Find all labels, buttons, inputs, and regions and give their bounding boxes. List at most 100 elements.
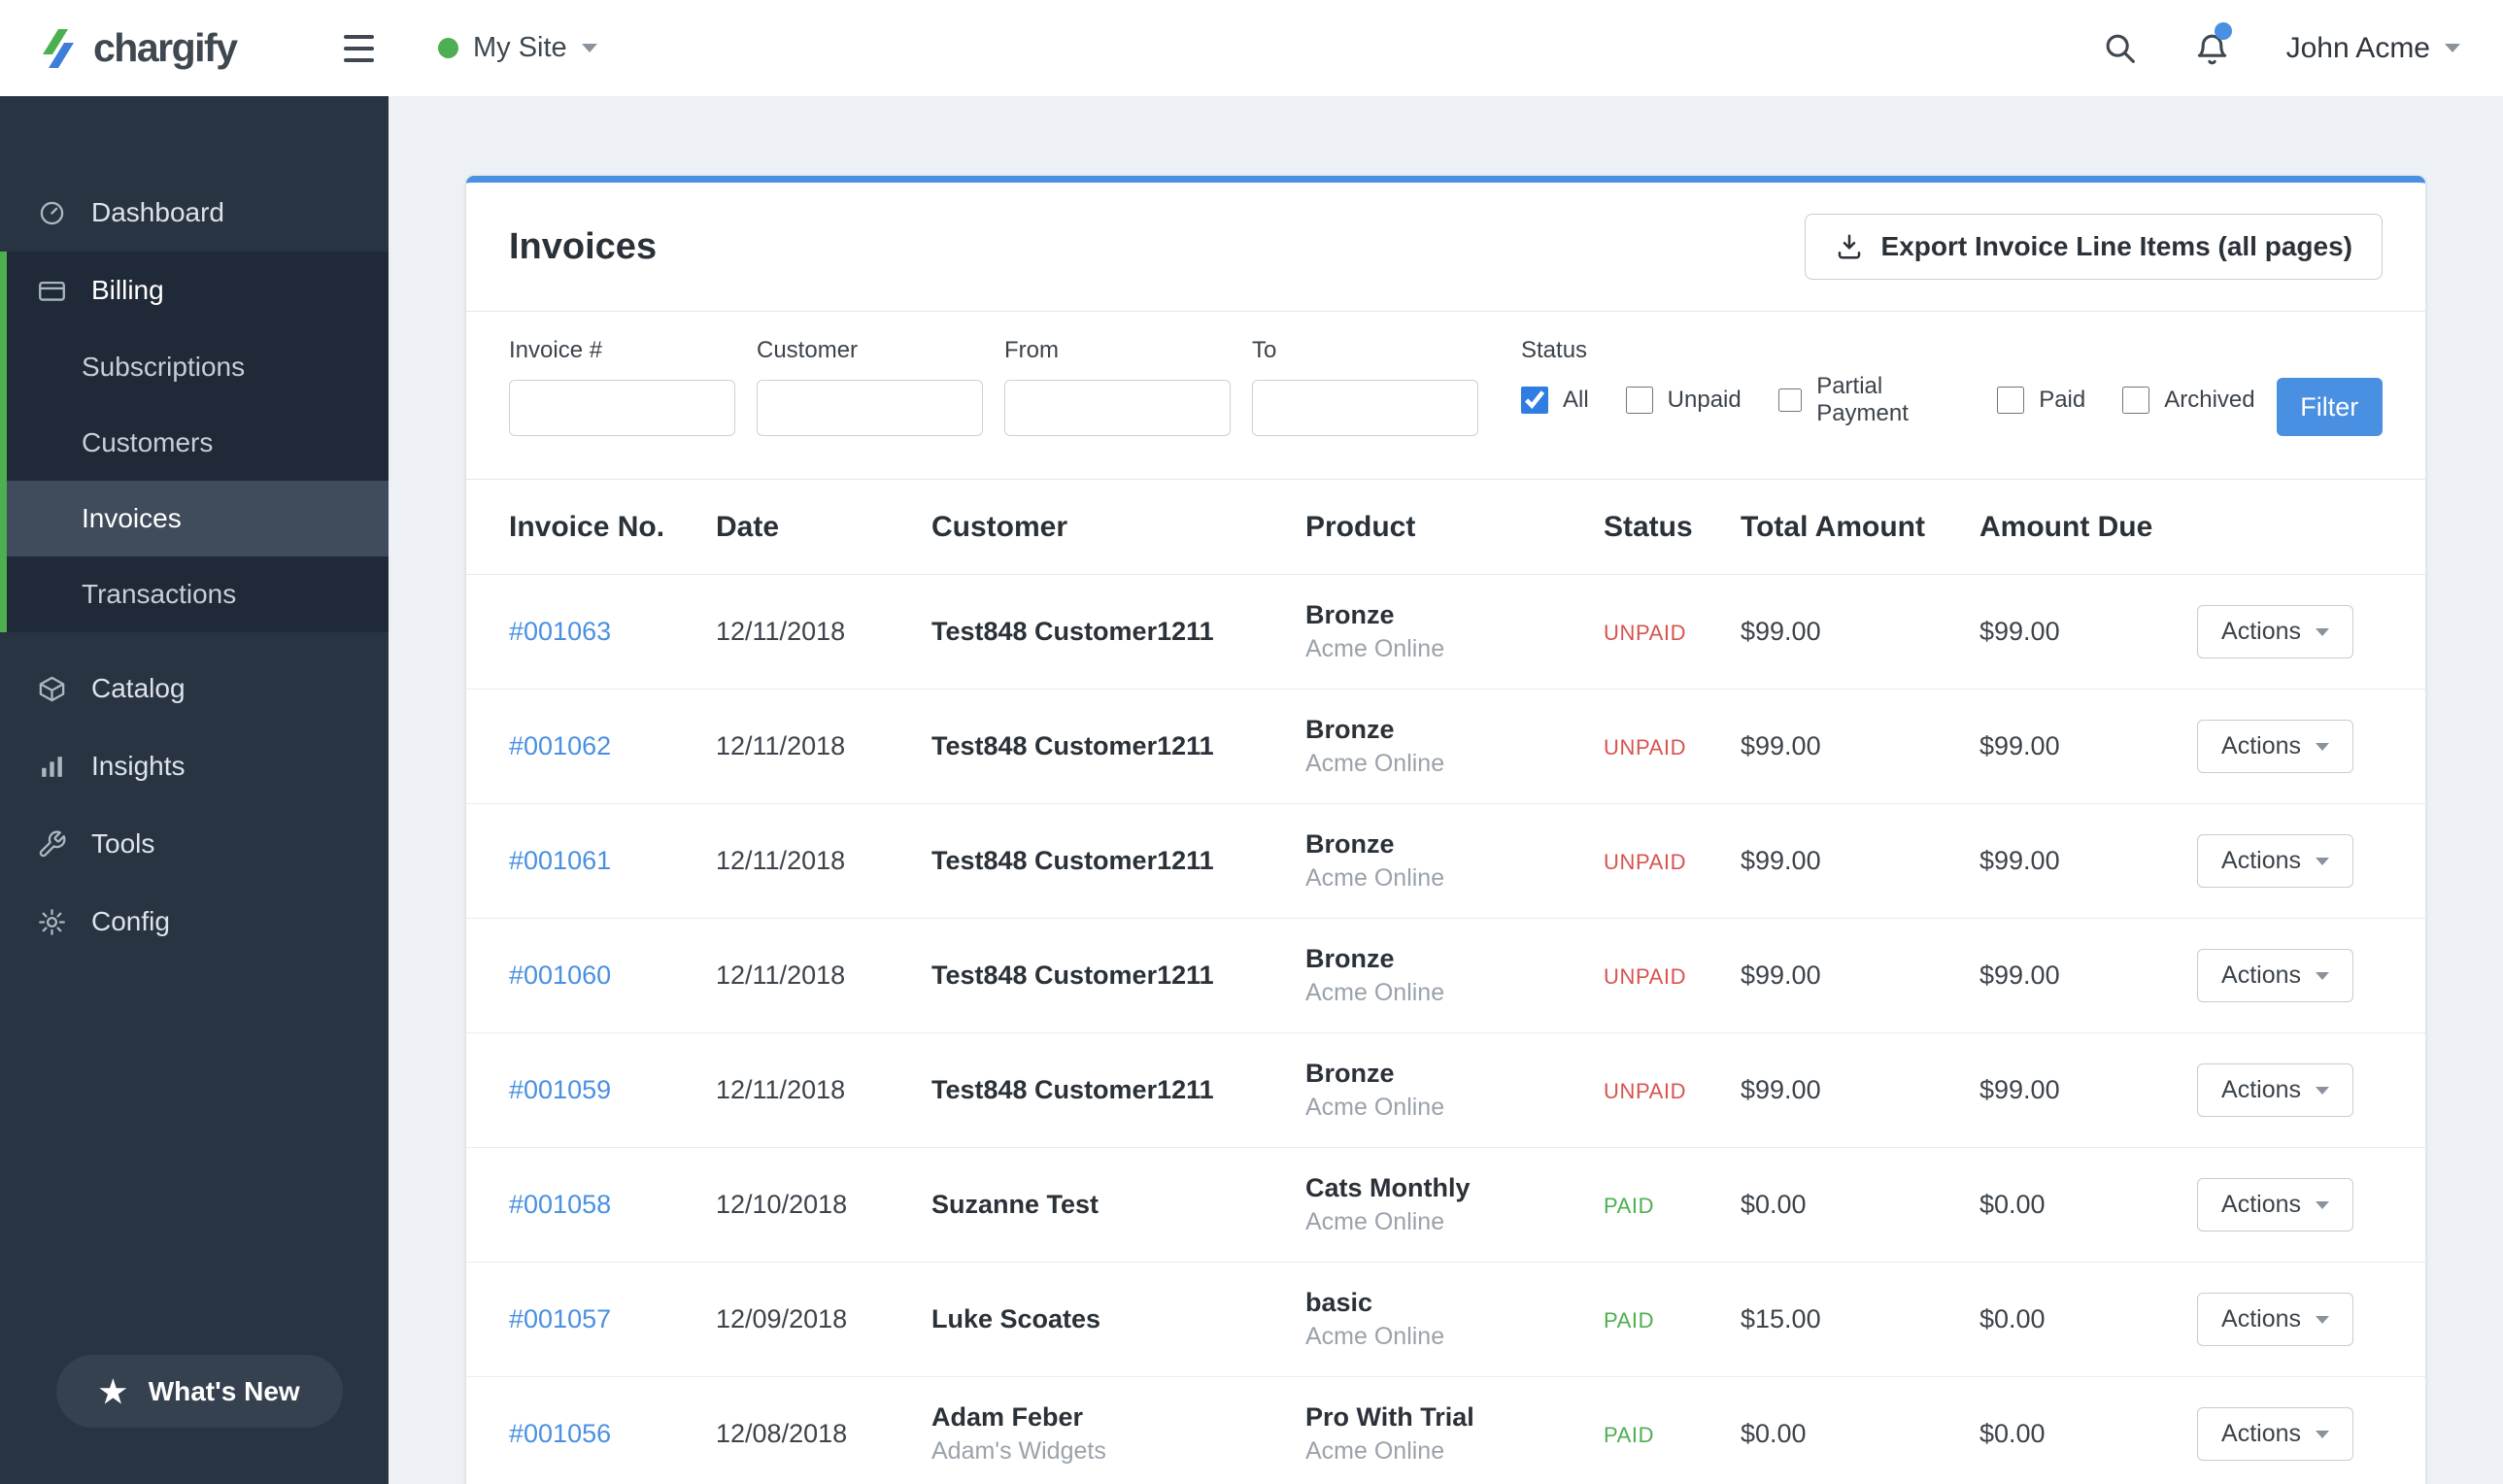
status-badge: PAID bbox=[1604, 1194, 1655, 1218]
to-label: To bbox=[1252, 337, 1277, 363]
total-amount: $99.00 bbox=[1741, 846, 1821, 875]
customer-name: Test848 Customer1211 bbox=[931, 617, 1214, 646]
filter-button[interactable]: Filter bbox=[2276, 378, 2383, 436]
actions-button[interactable]: Actions bbox=[2197, 605, 2353, 658]
status-checkbox-paid[interactable]: Paid bbox=[1997, 387, 2085, 414]
from-date-input[interactable] bbox=[1004, 380, 1231, 436]
sidebar-item-label: Subscriptions bbox=[82, 352, 246, 382]
notifications-button[interactable] bbox=[2194, 22, 2232, 66]
amount-due: $0.00 bbox=[1979, 1419, 2046, 1448]
table-row: #001058 12/10/2018 Suzanne Test Cats Mon… bbox=[466, 1147, 2425, 1262]
product-site: Acme Online bbox=[1305, 1208, 1445, 1235]
insights-icon bbox=[37, 752, 68, 782]
column-header-total-amount: Total Amount bbox=[1741, 510, 1925, 543]
archived-checkbox[interactable] bbox=[2122, 387, 2150, 414]
customer-input[interactable] bbox=[757, 380, 983, 436]
status-badge: PAID bbox=[1604, 1423, 1655, 1447]
customer-name: Luke Scoates bbox=[931, 1304, 1101, 1333]
invoice-number-input[interactable] bbox=[509, 380, 735, 436]
chevron-down-icon bbox=[2316, 857, 2329, 865]
invoice-link[interactable]: #001063 bbox=[509, 617, 612, 646]
export-button[interactable]: Export Invoice Line Items (all pages) bbox=[1804, 214, 2383, 280]
invoice-link[interactable]: #001059 bbox=[509, 1075, 612, 1104]
billing-icon bbox=[37, 276, 68, 306]
chevron-down-icon bbox=[2316, 971, 2329, 980]
actions-button[interactable]: Actions bbox=[2197, 949, 2353, 1002]
table-row: #001063 12/11/2018 Test848 Customer1211 … bbox=[466, 574, 2425, 689]
table-row: #001059 12/11/2018 Test848 Customer1211 … bbox=[466, 1032, 2425, 1147]
sidebar-item-tools[interactable]: Tools bbox=[0, 805, 389, 883]
site-selector[interactable]: My Site bbox=[438, 32, 597, 64]
sidebar-item-customers[interactable]: Customers bbox=[0, 405, 389, 481]
product-site: Acme Online bbox=[1305, 1437, 1445, 1465]
sidebar-item-invoices[interactable]: Invoices bbox=[0, 481, 389, 556]
card-header: Invoices Export Invoice Line Items (all … bbox=[466, 183, 2425, 312]
customer-name: Suzanne Test bbox=[931, 1190, 1099, 1219]
customer-name: Test848 Customer1211 bbox=[931, 961, 1214, 990]
actions-button[interactable]: Actions bbox=[2197, 1178, 2353, 1231]
sidebar-item-transactions[interactable]: Transactions bbox=[0, 556, 389, 632]
invoice-link[interactable]: #001057 bbox=[509, 1304, 612, 1333]
chevron-down-icon bbox=[2316, 1430, 2329, 1438]
user-name: John Acme bbox=[2285, 31, 2430, 64]
sidebar-item-dashboard[interactable]: Dashboard bbox=[0, 174, 389, 252]
invoice-link[interactable]: #001061 bbox=[509, 846, 612, 875]
actions-button[interactable]: Actions bbox=[2197, 834, 2353, 888]
sidebar-item-subscriptions[interactable]: Subscriptions bbox=[0, 329, 389, 405]
status-label: Status bbox=[1521, 337, 1588, 363]
whats-new-button[interactable]: ★ What's New bbox=[56, 1355, 343, 1428]
status-checkbox-partial-payment[interactable]: Partial Payment bbox=[1777, 373, 1960, 427]
actions-button[interactable]: Actions bbox=[2197, 720, 2353, 773]
invoice-date: 12/11/2018 bbox=[716, 961, 846, 990]
actions-button[interactable]: Actions bbox=[2197, 1293, 2353, 1346]
product-site: Acme Online bbox=[1305, 979, 1445, 1006]
unpaid-checkbox[interactable] bbox=[1625, 387, 1653, 414]
status-filter-group: Status All Unpaid Partial Payment bbox=[1521, 337, 2255, 436]
sidebar-item-billing[interactable]: Billing bbox=[0, 252, 389, 329]
invoice-link[interactable]: #001062 bbox=[509, 731, 612, 760]
sidebar-item-label: Catalog bbox=[91, 673, 186, 703]
paid-checkbox[interactable] bbox=[1997, 387, 2025, 414]
amount-due: $0.00 bbox=[1979, 1304, 2046, 1333]
total-amount: $0.00 bbox=[1741, 1190, 1807, 1219]
amount-due: $99.00 bbox=[1979, 1075, 2060, 1104]
sidebar-item-catalog[interactable]: Catalog bbox=[0, 650, 389, 727]
total-amount: $99.00 bbox=[1741, 731, 1821, 760]
invoice-link[interactable]: #001058 bbox=[509, 1190, 612, 1219]
customer-name: Test848 Customer1211 bbox=[931, 731, 1214, 760]
invoice-link[interactable]: #001060 bbox=[509, 961, 612, 990]
menu-toggle-button[interactable] bbox=[334, 25, 384, 72]
product-name: Bronze bbox=[1305, 829, 1395, 859]
sidebar-item-insights[interactable]: Insights bbox=[0, 727, 389, 805]
user-menu[interactable]: John Acme bbox=[2286, 32, 2460, 65]
invoice-date: 12/09/2018 bbox=[716, 1304, 848, 1333]
search-button[interactable] bbox=[2102, 30, 2138, 66]
table-header-row: Invoice No. Date Customer Product Status… bbox=[466, 480, 2425, 574]
product-name: Bronze bbox=[1305, 715, 1395, 744]
chevron-down-icon bbox=[2445, 44, 2460, 52]
sidebar-item-config[interactable]: Config bbox=[0, 883, 389, 961]
invoice-link[interactable]: #001056 bbox=[509, 1419, 612, 1448]
notification-badge bbox=[2214, 22, 2232, 40]
status-checkbox-unpaid[interactable]: Unpaid bbox=[1625, 387, 1742, 414]
chargify-logo[interactable]: chargify bbox=[35, 25, 334, 72]
table-row: #001057 12/09/2018 Luke Scoates basic Ac… bbox=[466, 1262, 2425, 1376]
status-checkbox-all[interactable]: All bbox=[1521, 387, 1589, 414]
partial-payment-checkbox[interactable] bbox=[1777, 387, 1803, 414]
column-header-customer: Customer bbox=[931, 510, 1068, 543]
status-badge: UNPAID bbox=[1604, 850, 1687, 874]
main-content: Invoices Export Invoice Line Items (all … bbox=[389, 96, 2503, 1484]
download-icon bbox=[1838, 234, 1860, 259]
actions-button[interactable]: Actions bbox=[2197, 1063, 2353, 1117]
from-date-field: From bbox=[1004, 337, 1231, 436]
actions-button[interactable]: Actions bbox=[2197, 1407, 2353, 1461]
chevron-down-icon bbox=[581, 44, 597, 52]
to-date-input[interactable] bbox=[1252, 380, 1478, 436]
product-name: Bronze bbox=[1305, 600, 1395, 629]
table-row: #001056 12/08/2018 Adam Feber Adam's Wid… bbox=[466, 1376, 2425, 1484]
column-header-date: Date bbox=[716, 510, 780, 543]
sidebar-item-label: Config bbox=[91, 906, 170, 936]
status-badge: UNPAID bbox=[1604, 735, 1687, 759]
status-checkbox-archived[interactable]: Archived bbox=[2122, 387, 2255, 414]
all-checkbox[interactable] bbox=[1521, 387, 1548, 414]
